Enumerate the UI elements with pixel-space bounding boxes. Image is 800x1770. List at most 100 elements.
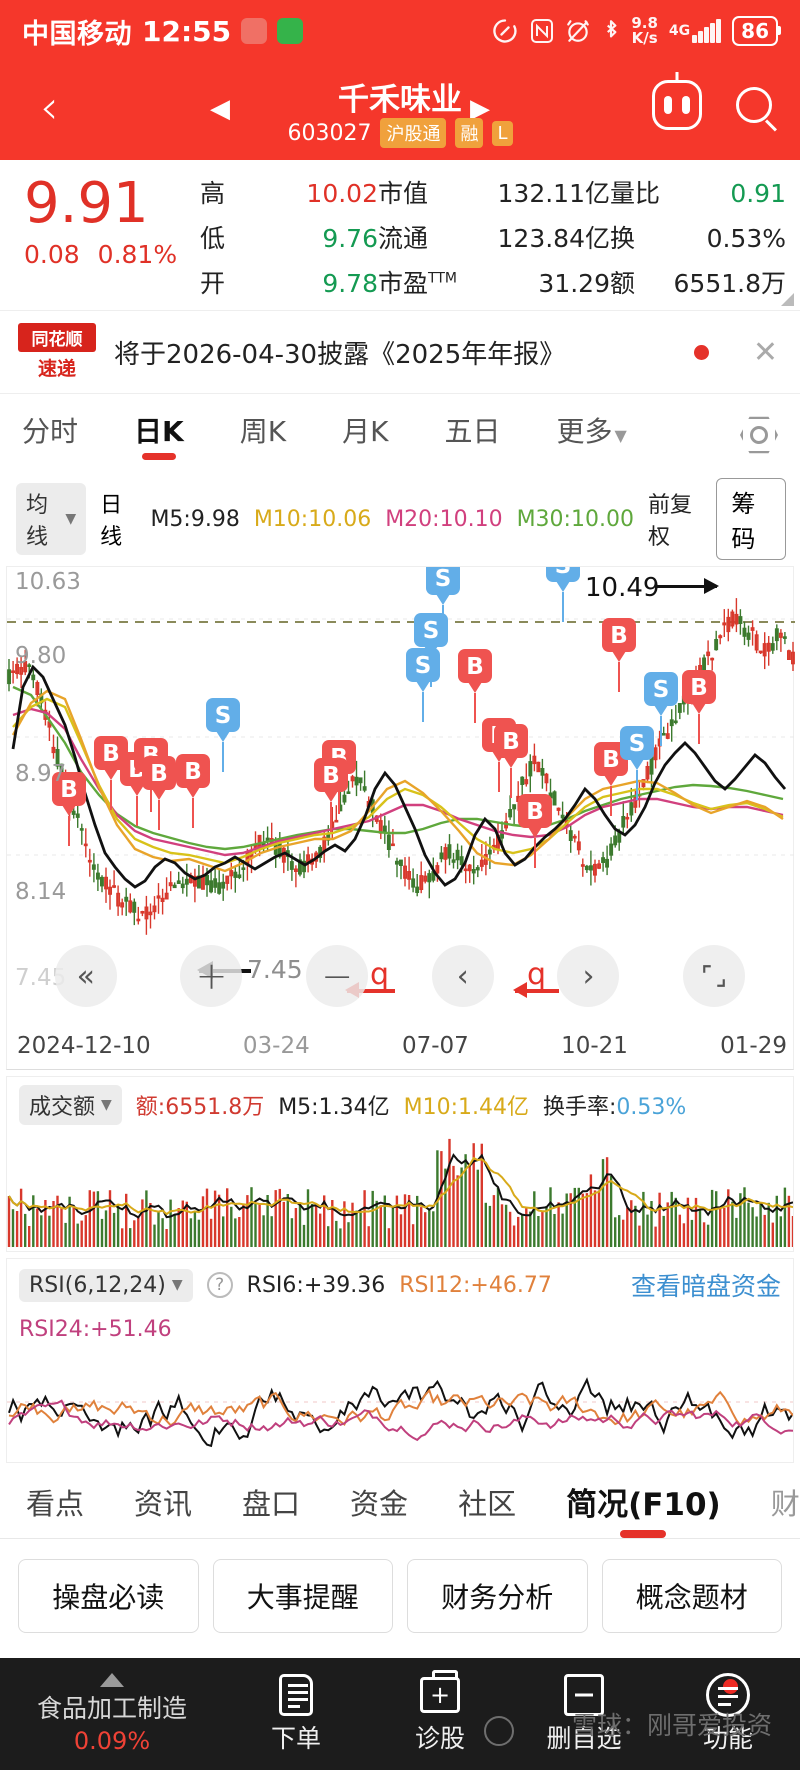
tab-caiwu[interactable]: 财	[770, 1486, 800, 1521]
tab-more[interactable]: 更多 ▼	[556, 410, 626, 460]
tab-kandian[interactable]: 看点	[26, 1486, 85, 1521]
y-axis-tick-0: 10.63	[15, 569, 81, 595]
help-icon[interactable]: ?	[206, 1272, 233, 1298]
tab-jiankuang-f10[interactable]: 简况(F10)	[566, 1479, 721, 1538]
network-speed-indicator: 9.8 K/s	[631, 16, 658, 46]
zoom-in-icon[interactable]: +	[180, 945, 243, 1007]
chevron-down-icon: ▼	[101, 1097, 112, 1113]
tab-monthly-k[interactable]: 月K	[342, 415, 389, 448]
chart-control-bar: « + − ‹ ›	[7, 945, 793, 1007]
volume-panel[interactable]: 成交额 ▼ 额:6551.8万 M5:1.34亿 M10:1.44亿 换手率:0.…	[6, 1076, 795, 1252]
expand-quote-handle[interactable]	[781, 293, 794, 306]
dark-pool-link[interactable]: 查看暗盘资金	[630, 1272, 781, 1301]
triangle-up-icon	[100, 1673, 124, 1687]
nav-item-diagnose[interactable]: + 诊股	[368, 1670, 512, 1755]
chevron-down-icon: ▼	[65, 511, 77, 527]
open-value: 9.78	[322, 269, 378, 298]
tag-margin: 融	[455, 118, 484, 148]
watermark-text: 雪球：刚哥爱投资	[571, 1711, 772, 1740]
float-value: 123.84亿	[497, 224, 610, 253]
moving-average-bar: 均线 ▼ 日线 M5:9.98 M10:10.06 M20:10.10 M30:1…	[0, 470, 800, 566]
back-button[interactable]: ‹	[40, 80, 59, 134]
svg-text:B: B	[502, 729, 520, 755]
price-chart[interactable]: BBBBBBBBBBBBBBBSSSSSSS 10.63 9.80 8.97 8…	[6, 566, 795, 1021]
nav-item-remove-watchlist[interactable]: 删自选	[512, 1673, 656, 1755]
step-right-icon[interactable]: ›	[557, 945, 620, 1007]
sector-indicator[interactable]: 食品加工制造 0.09%	[0, 1673, 224, 1755]
svg-text:B: B	[466, 654, 484, 680]
battery-level: 86	[741, 19, 769, 43]
nav-item-order[interactable]: 下单	[224, 1673, 368, 1755]
sell-signal-marker: S	[406, 648, 440, 722]
svg-text:B: B	[526, 799, 544, 825]
high-value: 10.02	[306, 179, 378, 208]
notice-banner[interactable]: 同花顺 速递 将于2026-04-30披露《2025年年报》 ✕	[0, 310, 800, 394]
rewind-icon[interactable]: «	[54, 945, 117, 1007]
next-stock-button[interactable]: ▶	[470, 94, 490, 124]
tab-shequ[interactable]: 社区	[458, 1486, 517, 1521]
status-bar-right: 9.8 K/s 4G 86	[491, 16, 781, 46]
svg-text:B: B	[60, 777, 78, 803]
tab-pankou[interactable]: 盘口	[242, 1486, 301, 1521]
tab-weekly-k[interactable]: 周K	[239, 415, 287, 448]
zoom-out-icon[interactable]: −	[306, 945, 369, 1007]
step-left-icon[interactable]: ‹	[431, 945, 494, 1007]
nav-more-label: 功能	[702, 1724, 753, 1753]
x-axis-tick-2: 07-07	[401, 1033, 469, 1059]
volume-indicator-selector[interactable]: 成交额 ▼	[19, 1085, 122, 1125]
bottom-nav-bar: 食品加工制造 0.09% 下单 + 诊股 删自选 功能 雪球：刚哥爱投资	[0, 1658, 800, 1770]
tab-fenshi[interactable]: 分时	[22, 415, 79, 448]
rsi-panel[interactable]: RSI(6,12,24) ▼ ? RSI6:+39.36 RSI12:+46.77…	[6, 1258, 794, 1463]
svg-text:B: B	[610, 623, 628, 649]
sell-signal-marker: S	[206, 698, 240, 772]
chip-caiwu-fenxi[interactable]: 财务分析	[407, 1559, 588, 1633]
pe-label: 市盈TTM	[378, 269, 457, 298]
network-type-label: 4G	[668, 23, 691, 39]
nav-item-more[interactable]: 功能	[656, 1673, 800, 1755]
volume-panel-header: 成交额 ▼ 额:6551.8万 M5:1.34亿 M10:1.44亿 换手率:0.…	[7, 1077, 793, 1129]
turnover-rate-value: 0.53%	[616, 1095, 687, 1120]
tab-zijin[interactable]: 资金	[350, 1486, 409, 1521]
fullscreen-icon[interactable]	[683, 945, 746, 1007]
rsi-indicator-selector[interactable]: RSI(6,12,24) ▼	[19, 1268, 193, 1302]
volume-amount: 额:6551.8万	[135, 1095, 265, 1120]
x-axis-tick-0: 2024-12-10	[17, 1033, 151, 1059]
tab-daily-k[interactable]: 日K	[134, 410, 184, 460]
price-chart-svg: BBBBBBBBBBBBBBBSSSSSSS	[7, 567, 795, 935]
price-block: 9.91 0.08 0.81%	[14, 174, 200, 270]
svg-text:B: B	[102, 741, 120, 767]
adjust-mode-label[interactable]: 前复权	[647, 493, 692, 550]
buy-signal-marker: B	[594, 742, 628, 816]
status-bar-left: 中国移动 12:55	[22, 12, 304, 51]
volume-selector-label: 成交额	[29, 1095, 96, 1120]
ai-robot-icon[interactable]	[652, 80, 702, 130]
float-label: 流通	[378, 224, 429, 253]
header-actions	[652, 80, 772, 130]
carrier-label: 中国移动	[22, 18, 132, 50]
close-icon[interactable]: ✕	[752, 334, 778, 370]
sector-change-pct: 0.09%	[73, 1727, 151, 1755]
chip-gainian-ticai[interactable]: 概念题材	[601, 1559, 782, 1633]
prev-stock-button[interactable]: ◀	[210, 94, 230, 124]
watermark-logo-icon	[484, 1716, 514, 1746]
tab-five-day[interactable]: 五日	[444, 415, 501, 448]
tab-zixun[interactable]: 资讯	[134, 1486, 193, 1521]
section-tab-divider	[0, 1538, 800, 1539]
ma-indicator-selector[interactable]: 均线 ▼	[16, 483, 87, 555]
search-icon[interactable]	[736, 87, 772, 123]
chip-caopan-bidu[interactable]: 操盘必读	[18, 1559, 199, 1633]
chip-dashi-tixing[interactable]: 大事提醒	[212, 1559, 393, 1633]
sector-name: 食品加工制造	[36, 1694, 187, 1723]
amount-value: 6551.8万	[673, 269, 786, 298]
clock-label: 12:55	[142, 14, 232, 48]
svg-text:S: S	[555, 567, 572, 579]
nav-order-label: 下单	[270, 1724, 321, 1753]
ma-period-label: 日线	[100, 493, 123, 550]
y-axis-tick-1: 9.80	[15, 643, 67, 669]
high-label: 高	[200, 179, 226, 208]
f10-shortcut-row: 操盘必读 大事提醒 财务分析 概念题材	[0, 1539, 800, 1647]
chip-distribution-button[interactable]: 筹码	[716, 478, 786, 560]
chart-settings-button[interactable]	[740, 416, 778, 454]
x-axis-dates: 2024-12-10 03-24 07-07 10-21 01-29	[6, 1021, 794, 1070]
app-header: ‹ ◀ ▶ 千禾味业 603027 沪股通 融 L	[0, 62, 800, 160]
